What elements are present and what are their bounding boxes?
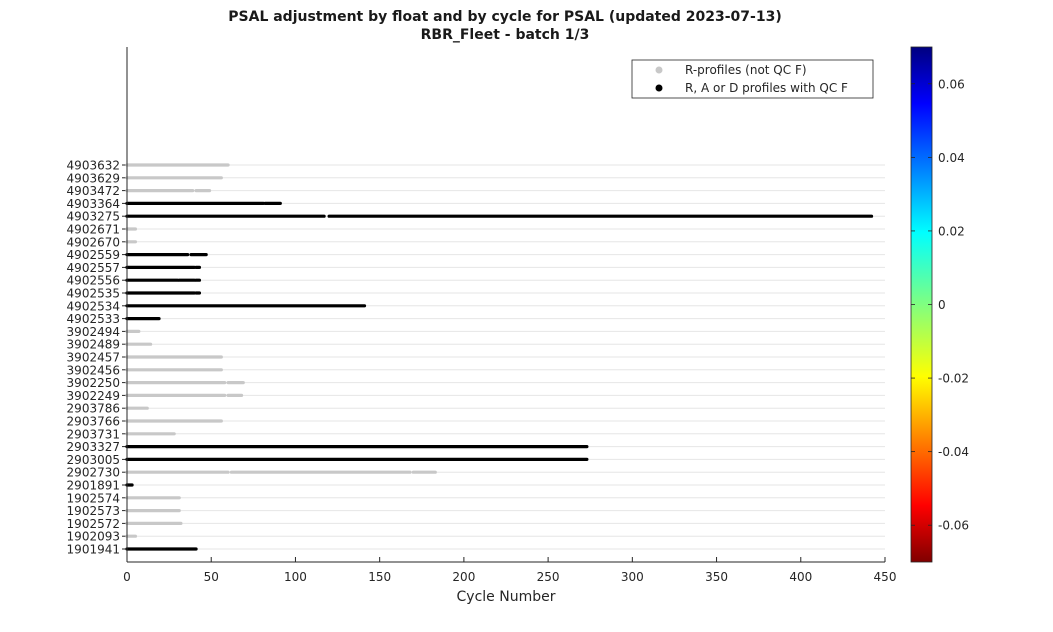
x-tick-label: 300 <box>621 570 644 584</box>
x-tick-label: 100 <box>284 570 307 584</box>
colorbar-tick-label: 0.06 <box>938 77 965 91</box>
y-tick-label: 4902556 <box>67 274 120 288</box>
y-tick-label: 4903364 <box>67 197 120 211</box>
y-tick-label: 4903275 <box>67 210 120 224</box>
y-tick-label: 2902730 <box>67 466 120 480</box>
x-tick-label: 0 <box>123 570 131 584</box>
legend-label-r-profiles: R-profiles (not QC F) <box>685 63 807 77</box>
colorbar-tick-label: 0.02 <box>938 224 965 238</box>
y-tick-label: 4902533 <box>67 312 120 326</box>
legend-box <box>631 59 874 99</box>
legend-marker-qc-f <box>655 84 663 92</box>
data-marks <box>125 163 874 551</box>
y-tick-label: 2903766 <box>67 415 120 429</box>
x-tick-label: 350 <box>705 570 728 584</box>
y-tick-label: 3902489 <box>67 338 120 352</box>
x-axis-label: Cycle Number <box>457 589 556 605</box>
colorbar-tick-label: -0.06 <box>938 519 969 533</box>
colorbar-ticks: -0.06 -0.04 -0.02 0 0.02 0.04 0.06 <box>911 77 969 533</box>
y-tick-label: 3902456 <box>67 363 120 377</box>
x-tick-label: 450 <box>874 570 897 584</box>
y-tick-labels: 4903632490362949034724903364490327549026… <box>67 159 120 557</box>
y-tick-label: 3902250 <box>67 376 120 390</box>
y-tick-label: 2903005 <box>67 453 120 467</box>
y-tick-label: 3902457 <box>67 351 120 365</box>
legend: R-profiles (not QC F) R, A or D profiles… <box>631 59 874 99</box>
y-tick-label: 1901941 <box>67 543 120 557</box>
x-tick-label: 400 <box>789 570 812 584</box>
colorbar-tick-label: -0.04 <box>938 445 969 459</box>
chart-title: PSAL adjustment by float and by cycle fo… <box>228 9 781 25</box>
legend-label-qc-f: R, A or D profiles with QC F <box>685 81 848 95</box>
x-tick-label: 200 <box>452 570 475 584</box>
chart-subtitle: RBR_Fleet - batch 1/3 <box>421 27 590 43</box>
y-tick-label: 1902572 <box>67 517 120 531</box>
legend-marker-r-profiles <box>655 66 663 74</box>
y-tick-label: 3902249 <box>67 389 120 403</box>
y-tick-label: 4902534 <box>67 299 120 313</box>
y-tick-label: 2903786 <box>67 402 120 416</box>
y-tick-label: 4902557 <box>67 261 120 275</box>
x-tick-label: 150 <box>368 570 391 584</box>
y-tick-label: 3902494 <box>67 325 120 339</box>
y-tick-label: 4902670 <box>67 235 120 249</box>
y-tick-label: 1902573 <box>67 504 120 518</box>
y-tick-label: 2901891 <box>67 479 120 493</box>
x-tick-labels: 0 50 100 150 200 250 300 350 400 450 <box>123 557 896 584</box>
y-tick-label: 2903327 <box>67 440 120 454</box>
y-tick-label: 4902671 <box>67 223 120 237</box>
colorbar-tick-label: 0.04 <box>938 151 965 165</box>
colorbar: -0.06 -0.04 -0.02 0 0.02 0.04 0.06 <box>910 46 969 563</box>
y-tick-label: 4903472 <box>67 184 120 198</box>
y-tick-label: 4903629 <box>67 171 120 185</box>
y-tick-label: 1902574 <box>67 491 120 505</box>
grid-lines <box>122 164 885 550</box>
y-tick-label: 4902559 <box>67 248 120 262</box>
y-tick-label: 1902093 <box>67 530 120 544</box>
x-tick-label: 250 <box>537 570 560 584</box>
y-tick-label: 2903731 <box>67 427 120 441</box>
x-tick-label: 50 <box>204 570 219 584</box>
colorbar-tick-label: -0.02 <box>938 372 969 386</box>
y-tick-label: 4903632 <box>67 159 120 173</box>
y-tick-label: 4902535 <box>67 287 120 301</box>
colorbar-tick-label: 0 <box>938 298 946 312</box>
